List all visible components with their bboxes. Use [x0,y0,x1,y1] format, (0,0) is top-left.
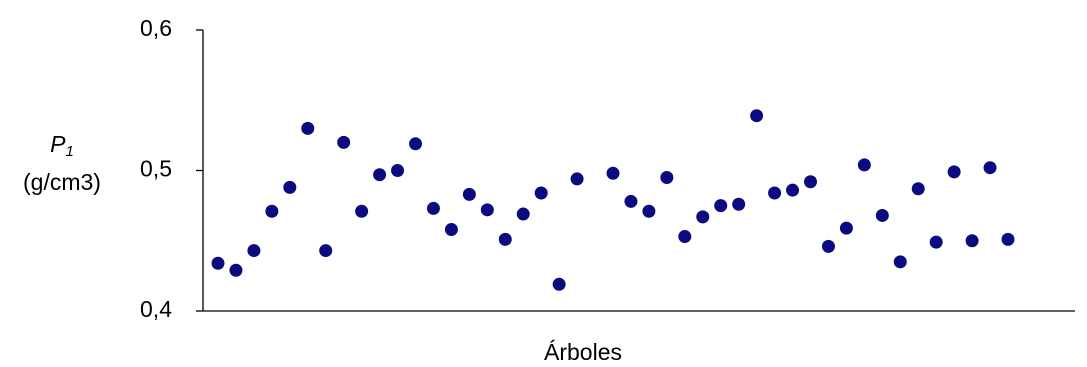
point [229,263,243,277]
y-tick-label: 0,4 [140,296,172,322]
point [570,172,584,186]
point [426,201,440,215]
point [301,121,315,135]
point [337,135,351,149]
point [462,187,476,201]
point [696,210,710,224]
point [498,232,512,246]
point [283,180,297,194]
y-tick-label: 0,5 [140,156,172,182]
y-axis-unit: (g/cm3) [23,169,101,195]
point [983,161,997,175]
y-axis-label: P1 [50,131,74,160]
point [947,165,961,179]
point [606,166,620,180]
point [714,199,728,213]
point [857,158,871,172]
point [624,194,638,208]
point [768,186,782,200]
point [660,171,674,185]
point [911,182,925,196]
point [444,223,458,237]
point [965,234,979,248]
x-axis-label: Árboles [544,339,622,365]
point [391,164,405,177]
point [480,203,494,217]
point [786,183,800,197]
point [409,137,422,151]
point [1001,232,1015,246]
point [804,175,817,189]
point [355,204,369,218]
point [839,221,853,235]
point [929,235,943,249]
y-label-symbol: P [50,131,66,157]
point [732,197,746,211]
point [678,230,692,244]
point [265,204,279,218]
point [642,204,656,218]
point [552,277,566,291]
point [750,109,764,123]
point [373,168,387,182]
y-label-subscript: 1 [66,143,74,160]
point [534,186,548,200]
point [211,256,225,270]
point [821,239,835,253]
point [875,208,889,222]
point [247,244,261,258]
point [516,207,530,221]
point [893,255,907,269]
y-tick-label: 0,6 [140,15,172,41]
point [319,244,333,258]
